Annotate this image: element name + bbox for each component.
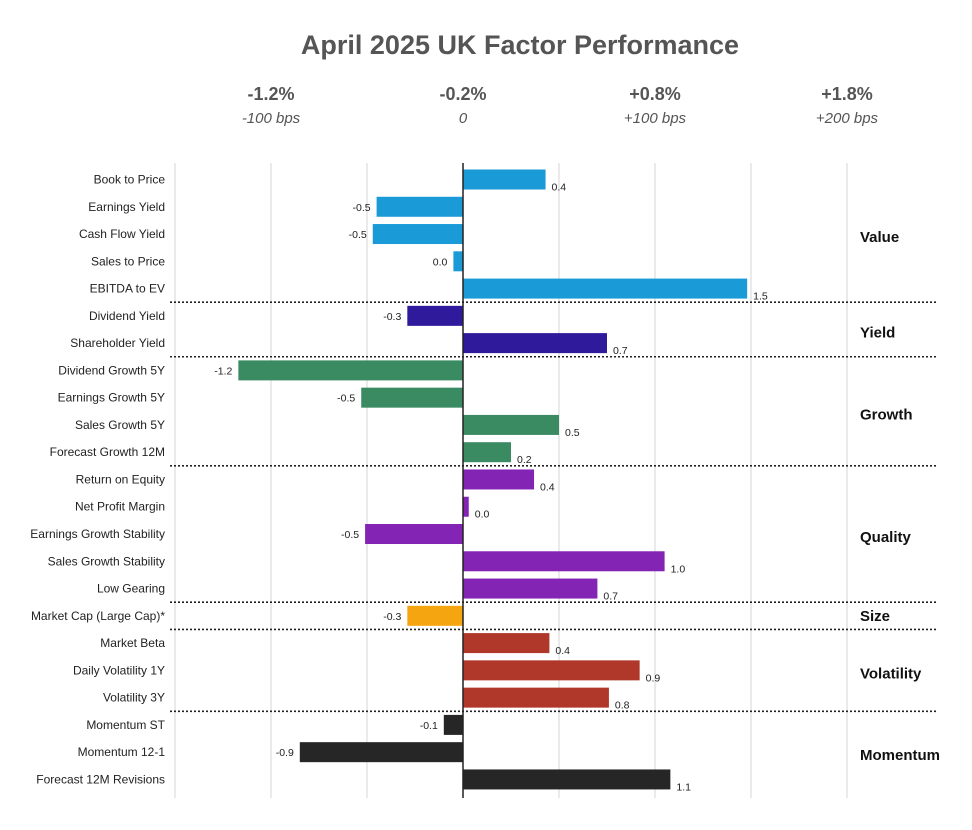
category-label: Dividend Yield: [89, 309, 165, 323]
bars-layer: [238, 163, 748, 798]
category-label: Momentum 12-1: [78, 745, 166, 759]
value-label: -0.3: [383, 611, 401, 623]
bar: [463, 278, 748, 299]
bar: [365, 524, 463, 545]
value-label: -0.1: [420, 720, 438, 732]
category-label: Earnings Growth Stability: [30, 527, 165, 541]
top-axis-bps-label: +200 bps: [816, 110, 879, 127]
value-label: 0.2: [517, 454, 532, 466]
grid-layer: [174, 163, 848, 798]
bar: [463, 414, 559, 435]
category-label: Sales to Price: [91, 254, 165, 268]
value-label: -0.9: [276, 747, 294, 759]
value-label: -0.5: [337, 393, 355, 405]
value-label: 0.5: [565, 427, 580, 439]
value-label: 0.7: [613, 345, 628, 357]
value-label: 0.8: [615, 700, 630, 712]
value-label: 0.0: [475, 509, 490, 521]
bar: [463, 442, 511, 463]
value-label: 0.7: [603, 591, 618, 603]
category-label: Market Beta: [100, 636, 165, 650]
value-label: -1.2: [214, 365, 232, 377]
value-label: 1.0: [671, 563, 686, 575]
bar: [299, 742, 463, 763]
bar: [463, 169, 546, 190]
bar: [453, 251, 463, 272]
group-labels: Value Yield Growth Quality Size Volatility Mom…: [860, 229, 940, 764]
group-label: Momentum: [860, 747, 940, 764]
category-label: Earnings Growth 5Y: [58, 391, 165, 405]
bar: [463, 769, 671, 790]
top-axis-bps-label: +100 bps: [624, 110, 687, 127]
category-label: Low Gearing: [97, 582, 165, 596]
category-label: EBITDA to EV: [90, 282, 165, 296]
top-axis-pct-label: -1.2%: [247, 84, 294, 104]
top-axis-pct-label: +1.8%: [821, 84, 873, 104]
value-label: -0.5: [341, 529, 359, 541]
bar: [376, 196, 463, 217]
value-label: -0.3: [383, 311, 401, 323]
category-label: Cash Flow Yield: [79, 227, 165, 241]
category-label: Sales Growth 5Y: [75, 418, 165, 432]
category-label: Daily Volatility 1Y: [73, 663, 165, 677]
value-label: -0.5: [353, 202, 371, 214]
value-label: -0.5: [349, 229, 367, 241]
top-axis-bps-label: -100 bps: [242, 110, 301, 127]
top-axis: -1.2% -100 bps -0.2% 0 +0.8% +100 bps +1.8% +20…: [242, 84, 879, 127]
bar: [463, 333, 607, 354]
bar: [463, 660, 640, 681]
bar: [463, 496, 469, 517]
value-label: 0.4: [555, 645, 570, 657]
value-label: 0.4: [540, 481, 555, 493]
top-axis-pct-label: -0.2%: [439, 84, 486, 104]
bar: [361, 387, 463, 408]
category-label: Return on Equity: [76, 472, 165, 486]
bar: [372, 224, 463, 245]
value-label: 0.9: [646, 672, 661, 684]
bar: [238, 360, 463, 381]
group-label: Size: [860, 608, 890, 625]
group-label: Value: [860, 229, 899, 246]
category-label: Forecast Growth 12M: [50, 445, 165, 459]
bar: [463, 687, 609, 708]
value-label: 1.5: [753, 291, 768, 303]
category-label: Momentum ST: [86, 718, 165, 732]
group-label: Yield: [860, 324, 895, 341]
bar: [463, 551, 665, 572]
category-label: Market Cap (Large Cap)*: [31, 609, 165, 623]
value-label: 1.1: [676, 781, 691, 793]
bar: [407, 605, 463, 626]
group-label: Quality: [860, 529, 912, 546]
category-label: Volatility 3Y: [103, 691, 165, 705]
top-axis-pct-label: +0.8%: [629, 84, 681, 104]
group-label: Growth: [860, 406, 913, 423]
labels-layer: Book to Price 0.4 Earnings Yield -0.5 Cash F…: [30, 173, 768, 794]
value-label: 0.4: [552, 182, 567, 194]
group-label: Volatility: [860, 665, 922, 682]
bar: [463, 578, 598, 599]
chart-title: April 2025 UK Factor Performance: [301, 30, 739, 60]
category-label: Earnings Yield: [88, 200, 165, 214]
bar: [463, 469, 535, 490]
bar: [443, 714, 463, 735]
category-label: Forecast 12M Revisions: [36, 772, 165, 786]
value-label: 0.0: [433, 256, 448, 268]
category-label: Dividend Growth 5Y: [58, 363, 165, 377]
category-label: Shareholder Yield: [70, 336, 165, 350]
top-axis-bps-label: 0: [459, 110, 468, 127]
bar: [407, 305, 463, 326]
category-label: Book to Price: [94, 173, 166, 187]
category-label: Sales Growth Stability: [48, 554, 165, 568]
category-label: Net Profit Margin: [75, 500, 165, 514]
bar: [463, 633, 550, 654]
